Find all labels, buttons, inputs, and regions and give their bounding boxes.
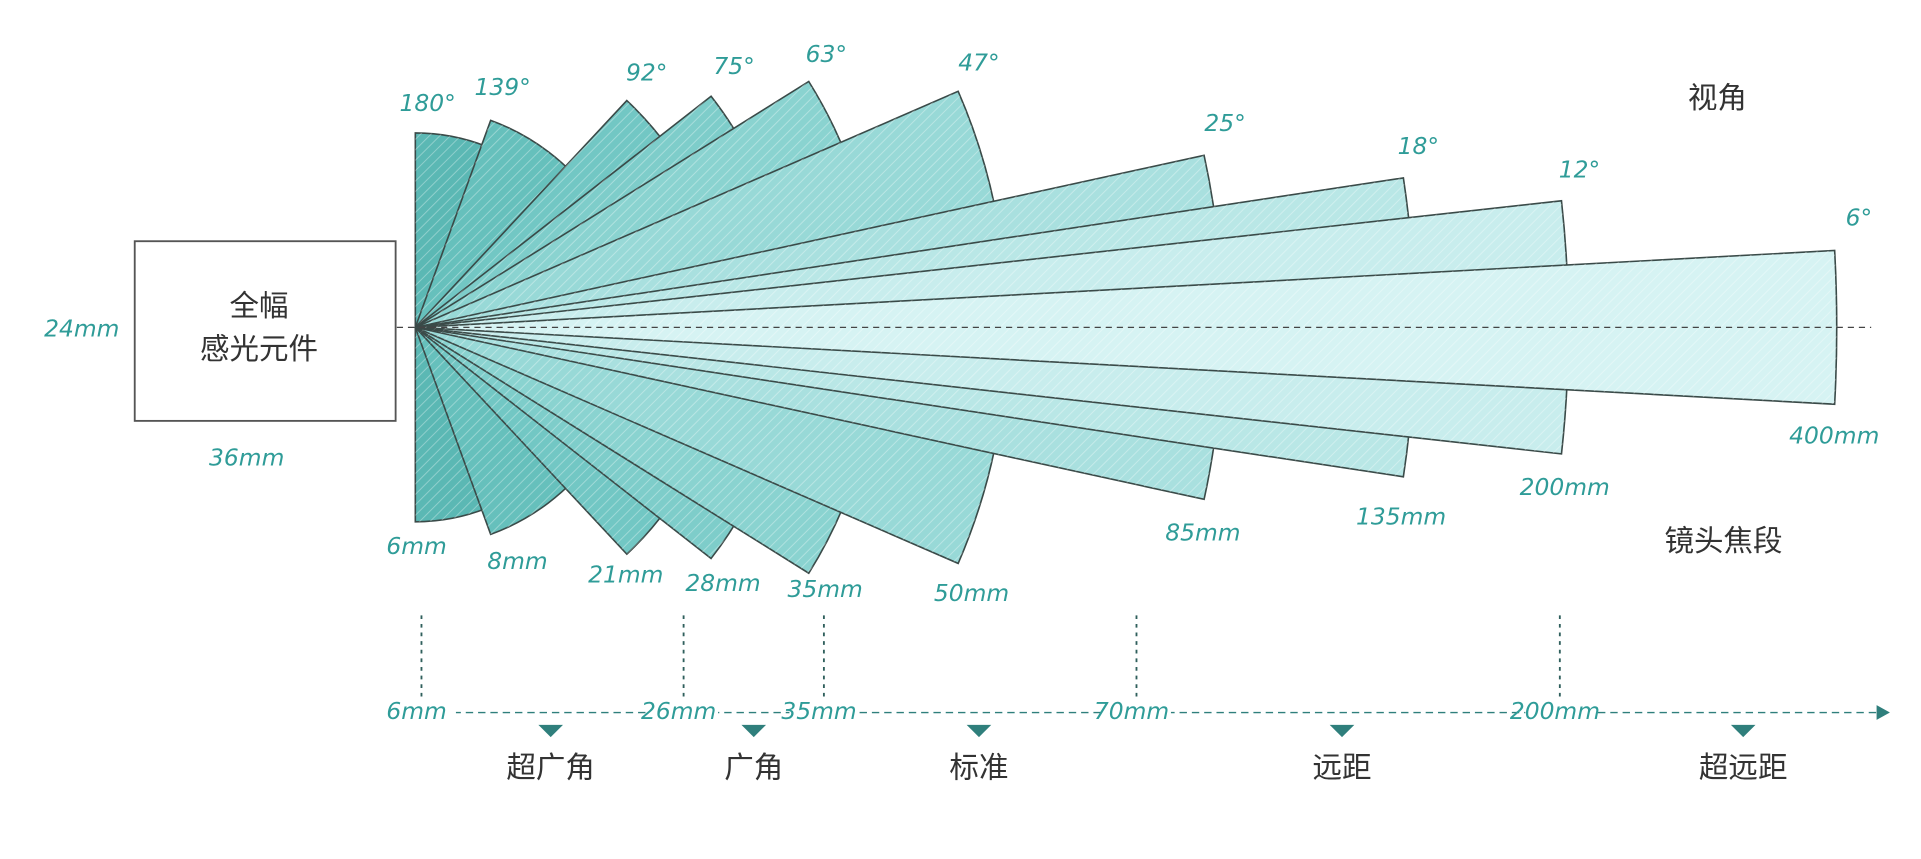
range-marker	[966, 724, 992, 738]
heading: 视角	[1688, 81, 1747, 115]
sensor-label: 感光元件	[200, 332, 318, 366]
focal-label: 400mm	[1789, 421, 1879, 449]
angle-label: 25°	[1204, 109, 1245, 137]
range-label: 远距	[1312, 751, 1371, 785]
angle-label: 63°	[806, 40, 847, 68]
range-label: 超远距	[1699, 751, 1788, 785]
angle-label: 92°	[626, 58, 667, 86]
angle-label: 12°	[1559, 156, 1600, 184]
focal-label: 85mm	[1165, 519, 1240, 547]
angle-label: 47°	[958, 48, 999, 76]
range-marker	[741, 724, 767, 738]
focal-label: 200mm	[1520, 473, 1610, 501]
range-marker	[538, 724, 563, 738]
focal-label: 28mm	[685, 569, 760, 597]
focal-label: 35mm	[787, 575, 862, 603]
focal-label: 135mm	[1356, 503, 1446, 531]
sensor-box	[133, 240, 397, 422]
heading: 镜头焦段	[1664, 524, 1782, 558]
sensor-label: 全幅	[230, 289, 289, 323]
scale-tick-label: 70mm	[1094, 697, 1169, 725]
sensor-width: 36mm	[209, 444, 284, 472]
angle-label: 75°	[713, 52, 754, 80]
range-label: 广角	[724, 751, 783, 785]
view-angle-fan	[413, 80, 1838, 575]
fan-hatch	[415, 250, 1837, 405]
range-marker	[1329, 724, 1355, 738]
labels: 180° 6mm 139° 8mm 92° 21mm 75° 28mm 63° 35mm 47° 50…	[386, 40, 1879, 785]
range-marker	[1730, 724, 1756, 738]
scale-tick-label: 35mm	[781, 697, 856, 725]
angle-label: 18°	[1398, 132, 1439, 160]
tick-bg	[649, 700, 719, 725]
tick-bg	[789, 700, 859, 725]
scale-tick-label: 200mm	[1510, 697, 1600, 725]
focal-label: 50mm	[934, 579, 1009, 607]
sensor-height: 24mm	[44, 314, 119, 342]
tick-bg	[387, 700, 456, 725]
scale-tick-label: 6mm	[386, 697, 446, 725]
focal-label: 8mm	[487, 547, 547, 575]
tick-bg	[1102, 700, 1171, 725]
focal-label: 21mm	[588, 560, 663, 588]
tick-bg	[1525, 700, 1595, 725]
focal-label: 6mm	[386, 532, 446, 560]
angle-label: 6°	[1846, 204, 1873, 232]
angle-label: 180°	[399, 89, 455, 117]
range-label: 标准	[949, 751, 1008, 785]
range-label: 超广角	[506, 751, 595, 785]
angle-label: 139°	[475, 73, 531, 101]
scale-tick-label: 26mm	[641, 697, 716, 725]
